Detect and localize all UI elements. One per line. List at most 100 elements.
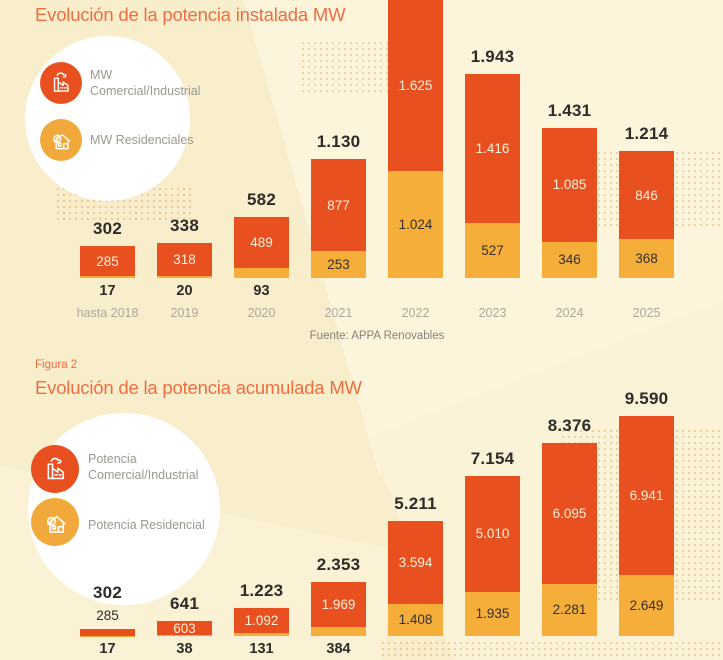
year-axis-label: 2023 — [478, 306, 507, 320]
residential-segment — [157, 275, 212, 278]
commercial-value-label: 285 — [96, 253, 119, 269]
commercial-value-label: 318 — [173, 251, 196, 267]
bar-total-label: 302 — [93, 583, 122, 603]
residential-segment: 1.024 — [388, 170, 443, 278]
commercial-segment: 603 — [157, 620, 212, 636]
residential-segment — [157, 635, 212, 636]
residential-value-label: 368 — [635, 251, 658, 267]
bar-total-label: 1.431 — [547, 100, 592, 120]
bar-column: 1.943 1.416 527 2023 — [454, 47, 531, 320]
bar-total-label: 641 — [170, 594, 199, 614]
residential-value-label: 1.024 — [398, 216, 433, 232]
year-axis-label: 2021 — [324, 306, 353, 320]
bar-total-label: 302 — [93, 219, 122, 239]
bar-total-label: 338 — [170, 215, 199, 235]
stacked-bar: 318 — [157, 242, 212, 278]
bar-column: 338 318 20 2019 — [146, 215, 223, 320]
bar-total-label: 8.376 — [547, 416, 592, 436]
chart1-source: Fuente: APPA Renovables — [309, 330, 445, 342]
year-axis-label: 2019 — [170, 306, 199, 320]
bar-column: 1.130 877 253 2021 — [300, 132, 377, 320]
bar-column: 582 489 93 2020 — [223, 189, 300, 320]
residential-segment: 1.935 — [465, 591, 520, 636]
residential-segment: 2.649 — [619, 575, 674, 636]
bar-total-label: 2.353 — [316, 554, 361, 574]
commercial-segment: 1.085 — [542, 127, 597, 242]
stacked-bar: 1.625 1.024 — [388, 0, 443, 278]
commercial-segment: 489 — [234, 216, 289, 269]
commercial-value-label: 285 — [96, 608, 119, 624]
chart1-bars: 302 285 17 hasta 2018 338 318 20 2019 582 489 93 20… — [69, 0, 685, 320]
stacked-bar: 1.092 — [234, 607, 289, 636]
factory-icon — [31, 445, 79, 493]
residential-segment — [80, 276, 135, 278]
commercial-value-label: 489 — [250, 235, 273, 251]
factory-icon — [40, 62, 82, 104]
year-axis-label: 2022 — [401, 306, 430, 320]
residential-value-label: 17 — [99, 283, 116, 299]
commercial-value-label: 1.416 — [475, 140, 510, 156]
stacked-bar: 846 368 — [619, 150, 674, 278]
bar-total-label: 5.211 — [394, 493, 437, 513]
commercial-value-label: 1.969 — [321, 597, 356, 613]
commercial-segment: 285 — [80, 246, 135, 277]
commercial-value-label: 1.092 — [244, 612, 279, 628]
commercial-value-label: 1.085 — [552, 177, 587, 193]
commercial-value-label: 603 — [173, 620, 196, 636]
commercial-segment — [80, 629, 135, 636]
residential-segment: 2.281 — [542, 583, 597, 636]
bar-total-label: 1.943 — [470, 47, 515, 67]
bar-column: 2.353 1.969 384 — [300, 554, 377, 657]
house-icon — [40, 119, 82, 161]
residential-value-label: 38 — [176, 641, 193, 657]
bar-column: 1.431 1.085 346 2024 — [531, 100, 608, 320]
bar-total-label: 1.223 — [239, 580, 284, 600]
bar-column: 1.214 846 368 2025 — [608, 123, 685, 320]
year-axis-label: hasta 2018 — [76, 306, 139, 320]
commercial-segment: 6.095 — [542, 443, 597, 584]
commercial-segment: 1.625 — [388, 0, 443, 171]
residential-value-label: 20 — [176, 283, 193, 299]
dot-pattern — [380, 640, 723, 660]
stacked-bar: 285 — [80, 246, 135, 278]
residential-value-label: 2.281 — [552, 602, 587, 618]
residential-value-label: 2.649 — [629, 598, 664, 614]
residential-value-label: 1.408 — [398, 612, 433, 628]
stacked-bar: 3.594 1.408 — [388, 520, 443, 636]
commercial-value-label: 5.010 — [475, 526, 510, 542]
stacked-bar: 489 — [234, 216, 289, 278]
chart1-legend-residential-label: MW Residenciales — [90, 133, 194, 147]
bar-column: 7.154 5.010 1.935 — [454, 449, 531, 636]
commercial-value-label: 1.625 — [398, 77, 433, 93]
house-icon — [31, 498, 79, 546]
chart2-legend-residential-label: Potencia Residencial — [88, 518, 205, 532]
year-axis-label: 2025 — [632, 306, 661, 320]
bar-column: 1.625 1.024 2022 — [377, 0, 454, 320]
stacked-bar: 1.416 527 — [465, 74, 520, 278]
stacked-bar: 877 253 — [311, 159, 366, 278]
stacked-bar: 5.010 1.935 — [465, 476, 520, 636]
residential-segment: 527 — [465, 222, 520, 278]
year-axis-label: 2024 — [555, 306, 584, 320]
bar-column: 302 285 17 — [69, 583, 146, 657]
commercial-value-label: 846 — [635, 187, 658, 203]
stacked-bar: 1.969 — [311, 581, 366, 636]
residential-value-label: 1.935 — [475, 606, 510, 622]
commercial-value-label: 877 — [327, 197, 350, 213]
residential-value-label: 17 — [99, 641, 116, 657]
stacked-bar: 6.941 2.649 — [619, 415, 674, 636]
bar-total-label: 582 — [247, 189, 276, 209]
residential-value-label: 93 — [253, 283, 270, 299]
residential-segment: 1.408 — [388, 603, 443, 636]
residential-segment: 368 — [619, 239, 674, 278]
bar-total-label: 1.214 — [624, 123, 669, 143]
commercial-segment: 1.416 — [465, 74, 520, 223]
bar-column: 5.211 3.594 1.408 — [377, 494, 454, 636]
commercial-segment: 1.969 — [311, 581, 366, 628]
figura2-label: Figura 2 — [35, 359, 78, 371]
stacked-bar: 1.085 346 — [542, 127, 597, 278]
commercial-segment: 1.092 — [234, 607, 289, 633]
bar-total-label: 1.130 — [316, 132, 361, 152]
commercial-segment: 6.941 — [619, 415, 674, 576]
